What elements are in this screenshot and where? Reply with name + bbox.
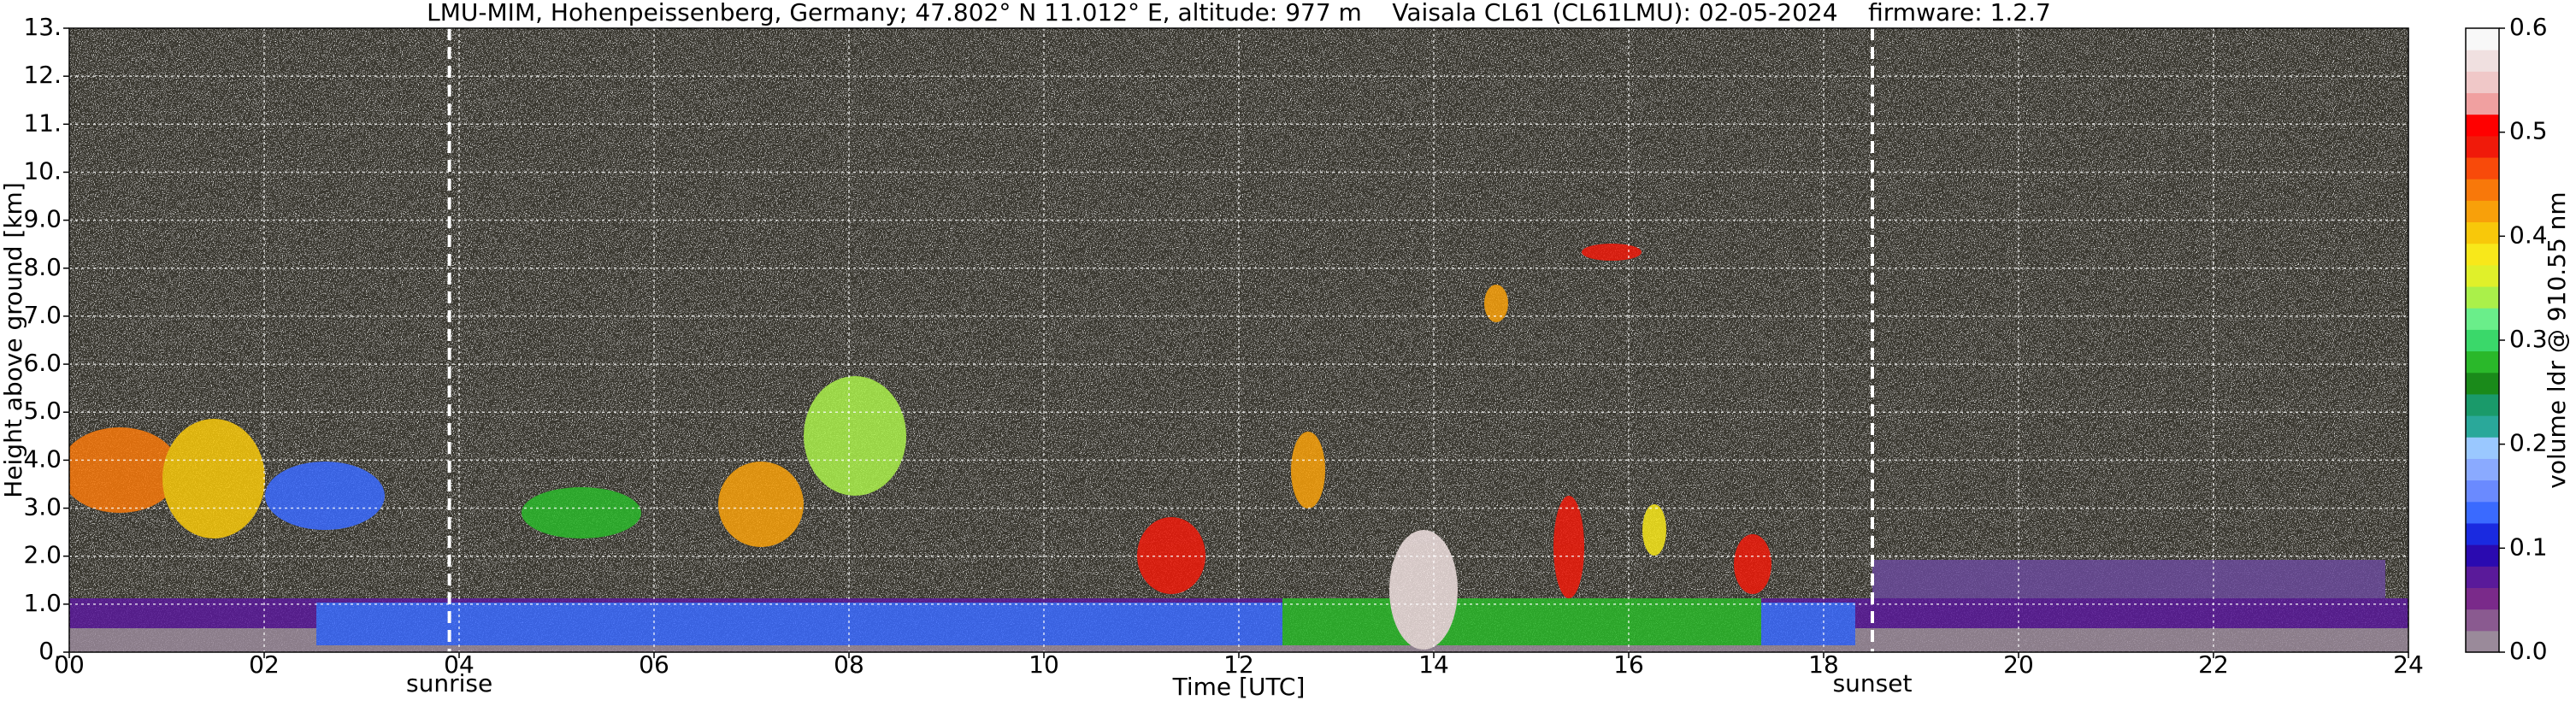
colorbar-band (2466, 308, 2499, 330)
colorbar-band (2466, 522, 2499, 545)
x-tick-label: 10 (1029, 650, 1059, 679)
x-tick-label: 06 (639, 650, 669, 679)
colorbar-band (2466, 566, 2499, 588)
colorbar-band (2466, 458, 2499, 481)
x-tick-label: 04 (444, 650, 475, 679)
x-tick-label: 14 (1418, 650, 1449, 679)
plot-frame (68, 27, 2409, 653)
x-tick-label: 02 (249, 650, 280, 679)
colorbar-band (2466, 50, 2499, 72)
colorbar-band (2466, 415, 2499, 438)
y-tick-label: 10. (23, 156, 62, 185)
colorbar-band (2466, 350, 2499, 374)
colorbar-band (2466, 479, 2499, 503)
colorbar-tick-label: 0.4 (2509, 221, 2548, 249)
y-axis-label: Height above ground [km] (0, 182, 27, 498)
colorbar-band (2466, 609, 2499, 632)
colorbar-band (2466, 437, 2499, 459)
y-tick-label: 3.0 (23, 493, 62, 521)
y-tick-label: 6.0 (23, 349, 62, 377)
colorbar-band (2466, 372, 2499, 395)
x-axis-label: Time [UTC] (1172, 673, 1306, 701)
y-tick-label: 0. (38, 637, 62, 665)
colorbar-band (2466, 179, 2499, 201)
colorbar-band (2466, 630, 2499, 653)
colorbar-band (2466, 157, 2499, 179)
y-tick-label: 11. (23, 109, 62, 137)
y-tick-label: 12. (23, 61, 62, 89)
colorbar-band (2466, 286, 2499, 309)
colorbar-tick-label: 0.2 (2509, 429, 2548, 457)
colorbar-band (2466, 501, 2499, 524)
x-tick-label: 24 (2393, 650, 2424, 679)
x-tick-label: 22 (2198, 650, 2229, 679)
y-tick-label: 4.0 (23, 444, 62, 473)
x-tick-label: 00 (54, 650, 85, 679)
y-tick-label: 9.0 (23, 205, 62, 233)
x-tick-label: 16 (1613, 650, 1644, 679)
colorbar-band (2466, 587, 2499, 610)
colorbar-band (2466, 71, 2499, 94)
colorbar-band (2466, 200, 2499, 223)
colorbar-tick-label: 0.1 (2509, 532, 2548, 561)
colorbar-band (2466, 221, 2499, 244)
colorbar-band (2466, 114, 2499, 137)
colorbar-band (2466, 135, 2499, 158)
y-tick-label: 1.0 (23, 589, 62, 617)
colorbar-label: volume ldr @ 910.55 nm (2543, 191, 2571, 488)
y-tick-label: 2.0 (23, 541, 62, 569)
chart-title: LMU-MIM, Hohenpeissenberg, Germany; 47.8… (427, 0, 2051, 26)
y-tick-label: 7.0 (23, 301, 62, 329)
colorbar-tick-label: 0.3 (2509, 325, 2548, 353)
x-tick-label: 08 (834, 650, 864, 679)
y-tick-label: 13. (23, 13, 62, 41)
heatmap-background (69, 28, 2408, 652)
colorbar-band (2466, 264, 2499, 287)
colorbar-tick-label: 0.5 (2509, 117, 2548, 145)
colorbar-band (2466, 544, 2499, 567)
colorbar-band (2466, 28, 2499, 50)
x-tick-label: 12 (1223, 650, 1254, 679)
colorbar-band (2466, 393, 2499, 416)
annotation-label: sunset (1833, 669, 1913, 697)
colorbar-tick-label: 0.6 (2509, 13, 2548, 41)
x-tick-label: 20 (2003, 650, 2034, 679)
y-tick-label: 8.0 (23, 253, 62, 281)
colorbar-tick-label: 0.0 (2509, 637, 2548, 665)
annotation-label: sunrise (406, 669, 492, 697)
y-tick-label: 5.0 (23, 397, 62, 425)
x-tick-label: 18 (1808, 650, 1839, 679)
colorbar-band (2466, 92, 2499, 115)
colorbar-band (2466, 243, 2499, 266)
colorbar-band (2466, 329, 2499, 352)
